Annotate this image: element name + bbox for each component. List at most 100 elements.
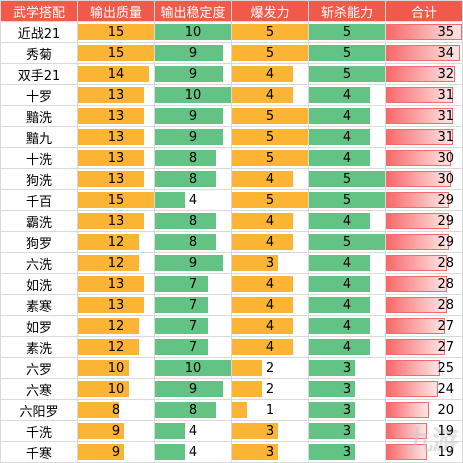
cell-combo-name[interactable]: 千洗 [0, 420, 78, 442]
cell-combo-name[interactable]: 千寒 [0, 441, 78, 463]
cell-quality[interactable]: 13 [77, 168, 155, 190]
cell-stability[interactable]: 7 [154, 273, 232, 295]
cell-quality[interactable]: 12 [77, 315, 155, 337]
cell-total[interactable]: 31 [385, 84, 463, 106]
cell-kill[interactable]: 3 [308, 378, 386, 400]
cell-combo-name[interactable]: 如罗 [0, 315, 78, 337]
cell-kill[interactable]: 3 [308, 357, 386, 379]
cell-stability[interactable]: 10 [154, 357, 232, 379]
cell-quality[interactable]: 14 [77, 63, 155, 85]
cell-kill[interactable]: 4 [308, 105, 386, 127]
cell-quality[interactable]: 10 [77, 378, 155, 400]
header-kill[interactable]: 斩杀能力 [308, 0, 386, 22]
cell-stability[interactable]: 7 [154, 336, 232, 358]
header-stability[interactable]: 输出稳定度 [154, 0, 232, 22]
cell-combo-name[interactable]: 六罗 [0, 357, 78, 379]
cell-quality[interactable]: 15 [77, 21, 155, 43]
cell-burst[interactable]: 5 [231, 189, 309, 211]
cell-burst[interactable]: 4 [231, 273, 309, 295]
cell-stability[interactable]: 7 [154, 315, 232, 337]
cell-stability[interactable]: 9 [154, 252, 232, 274]
cell-burst[interactable]: 3 [231, 252, 309, 274]
cell-total[interactable]: 27 [385, 315, 463, 337]
cell-total[interactable]: 29 [385, 210, 463, 232]
cell-total[interactable]: 34 [385, 42, 463, 64]
cell-quality[interactable]: 13 [77, 126, 155, 148]
cell-burst[interactable]: 4 [231, 63, 309, 85]
cell-total[interactable]: 35 [385, 21, 463, 43]
cell-stability[interactable]: 4 [154, 441, 232, 463]
cell-total[interactable]: 30 [385, 168, 463, 190]
cell-quality[interactable]: 12 [77, 336, 155, 358]
cell-stability[interactable]: 9 [154, 126, 232, 148]
cell-total[interactable]: 19 [385, 441, 463, 463]
cell-total[interactable]: 28 [385, 273, 463, 295]
cell-kill[interactable]: 4 [308, 294, 386, 316]
cell-kill[interactable]: 3 [308, 420, 386, 442]
cell-kill[interactable]: 5 [308, 168, 386, 190]
cell-total[interactable]: 29 [385, 231, 463, 253]
cell-stability[interactable]: 8 [154, 231, 232, 253]
cell-stability[interactable]: 9 [154, 105, 232, 127]
cell-kill[interactable]: 4 [308, 336, 386, 358]
cell-total[interactable]: 29 [385, 189, 463, 211]
cell-combo-name[interactable]: 素寒 [0, 294, 78, 316]
cell-combo-name[interactable]: 六阳罗 [0, 399, 78, 421]
cell-quality[interactable]: 13 [77, 84, 155, 106]
cell-total[interactable]: 28 [385, 252, 463, 274]
cell-burst[interactable]: 2 [231, 378, 309, 400]
cell-combo-name[interactable]: 黯九 [0, 126, 78, 148]
cell-kill[interactable]: 5 [308, 63, 386, 85]
cell-quality[interactable]: 9 [77, 441, 155, 463]
cell-stability[interactable]: 8 [154, 210, 232, 232]
cell-total[interactable]: 27 [385, 336, 463, 358]
cell-kill[interactable]: 4 [308, 84, 386, 106]
cell-burst[interactable]: 3 [231, 441, 309, 463]
cell-kill[interactable]: 5 [308, 21, 386, 43]
cell-burst[interactable]: 4 [231, 231, 309, 253]
cell-total[interactable]: 31 [385, 105, 463, 127]
cell-stability[interactable]: 10 [154, 21, 232, 43]
cell-combo-name[interactable]: 狗洗 [0, 168, 78, 190]
cell-burst[interactable]: 5 [231, 126, 309, 148]
cell-burst[interactable]: 5 [231, 42, 309, 64]
cell-stability[interactable]: 8 [154, 168, 232, 190]
cell-quality[interactable]: 13 [77, 105, 155, 127]
cell-kill[interactable]: 4 [308, 147, 386, 169]
cell-kill[interactable]: 5 [308, 42, 386, 64]
cell-burst[interactable]: 1 [231, 399, 309, 421]
cell-kill[interactable]: 4 [308, 273, 386, 295]
cell-combo-name[interactable]: 如洗 [0, 273, 78, 295]
header-burst[interactable]: 爆发力 [231, 0, 309, 22]
cell-combo-name[interactable]: 霸洗 [0, 210, 78, 232]
cell-burst[interactable]: 4 [231, 84, 309, 106]
header-quality[interactable]: 输出质量 [77, 0, 155, 22]
cell-combo-name[interactable]: 黯洗 [0, 105, 78, 127]
cell-stability[interactable]: 9 [154, 378, 232, 400]
cell-burst[interactable]: 4 [231, 168, 309, 190]
cell-burst[interactable]: 4 [231, 210, 309, 232]
cell-kill[interactable]: 5 [308, 231, 386, 253]
cell-quality[interactable]: 15 [77, 42, 155, 64]
cell-burst[interactable]: 4 [231, 294, 309, 316]
cell-stability[interactable]: 9 [154, 63, 232, 85]
cell-quality[interactable]: 8 [77, 399, 155, 421]
cell-burst[interactable]: 5 [231, 21, 309, 43]
header-total[interactable]: 合计 [385, 0, 463, 22]
cell-combo-name[interactable]: 六洗 [0, 252, 78, 274]
cell-quality[interactable]: 12 [77, 252, 155, 274]
cell-combo-name[interactable]: 素洗 [0, 336, 78, 358]
cell-stability[interactable]: 7 [154, 294, 232, 316]
cell-total[interactable]: 19 [385, 420, 463, 442]
cell-combo-name[interactable]: 秀菊 [0, 42, 78, 64]
cell-burst[interactable]: 5 [231, 105, 309, 127]
cell-stability[interactable]: 10 [154, 84, 232, 106]
cell-total[interactable]: 20 [385, 399, 463, 421]
cell-kill[interactable]: 5 [308, 189, 386, 211]
cell-combo-name[interactable]: 十罗 [0, 84, 78, 106]
cell-combo-name[interactable]: 近战21 [0, 21, 78, 43]
cell-stability[interactable]: 8 [154, 399, 232, 421]
header-combo[interactable]: 武学搭配 [0, 0, 78, 22]
cell-kill[interactable]: 4 [308, 315, 386, 337]
cell-kill[interactable]: 3 [308, 399, 386, 421]
